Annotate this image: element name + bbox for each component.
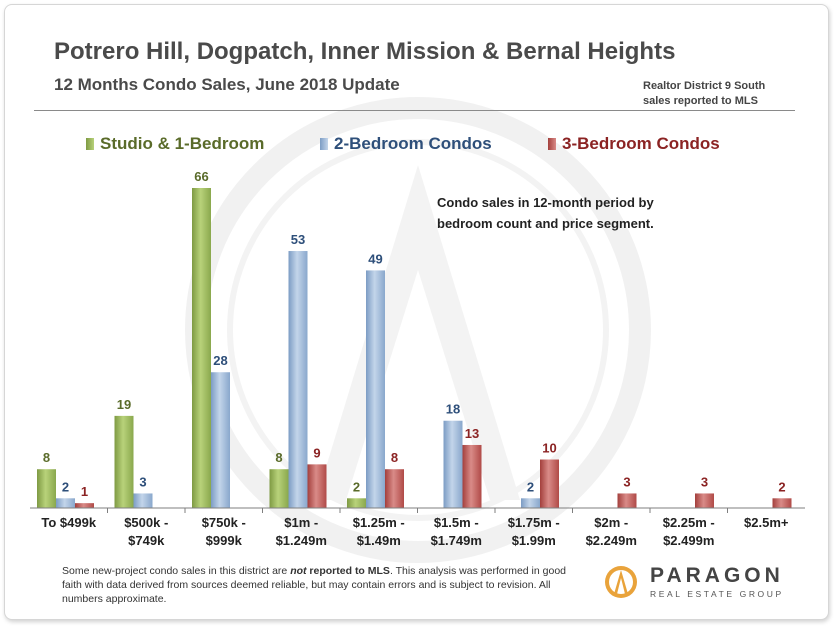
data-label-three-bed-0: 1 xyxy=(81,484,88,499)
bar-studio-2 xyxy=(192,188,211,508)
bar-three-bed-0 xyxy=(75,503,94,508)
bar-three-bed-5 xyxy=(462,444,482,508)
bar-two-bed-5 xyxy=(443,420,463,508)
bar-three-bed-4 xyxy=(385,469,404,508)
legend-label-studio: Studio & 1-Bedroom xyxy=(100,134,265,153)
data-label-three-bed-5: 13 xyxy=(465,426,479,441)
district-note: Realtor District 9 South sales reported … xyxy=(643,79,765,109)
bar-three-bed-6 xyxy=(540,459,559,508)
x-tick-label-1-1: $749k xyxy=(128,533,165,548)
data-label-studio-4: 2 xyxy=(353,479,360,494)
x-tick-label-2-1: $999k xyxy=(206,533,243,548)
legend-swatch-two-bed xyxy=(320,138,328,150)
data-label-studio-3: 8 xyxy=(275,450,282,465)
x-tick-label-9-0: $2.5m+ xyxy=(744,515,789,530)
header-divider xyxy=(34,110,795,111)
annotation-line-1: Condo sales in 12-month period by xyxy=(437,195,654,210)
x-tick-label-3-1: $1.249m xyxy=(276,533,327,548)
bar-three-bed-7 xyxy=(617,493,637,508)
data-label-studio-0: 8 xyxy=(43,450,50,465)
bar-two-bed-3 xyxy=(288,251,308,508)
legend-swatch-studio xyxy=(86,138,94,150)
bar-two-bed-0 xyxy=(56,498,75,508)
bar-two-bed-6 xyxy=(521,498,540,508)
data-label-three-bed-3: 9 xyxy=(313,445,320,460)
legend-label-two-bed: 2-Bedroom Condos xyxy=(334,134,492,153)
data-label-studio-1: 19 xyxy=(117,397,131,412)
footnote-part-2: reported to MLS xyxy=(306,565,390,577)
data-label-two-bed-2: 28 xyxy=(213,353,227,368)
x-tick-label-8-1: $2.499m xyxy=(663,533,714,548)
legend-swatch-three-bed xyxy=(548,138,556,150)
data-label-two-bed-5: 18 xyxy=(446,402,460,417)
bar-three-bed-9 xyxy=(772,498,792,508)
chart-annotation: Condo sales in 12-month period by bedroo… xyxy=(437,192,654,234)
chart-subtitle: 12 Months Condo Sales, June 2018 Update xyxy=(54,75,400,94)
district-line-2: sales reported to MLS xyxy=(643,95,758,107)
data-label-three-bed-8: 3 xyxy=(701,474,708,489)
x-tick-label-1-0: $500k - xyxy=(124,515,168,530)
x-tick-label-6-1: $1.99m xyxy=(512,533,556,548)
x-tick-label-0-0: To $499k xyxy=(41,515,96,530)
data-label-two-bed-4: 49 xyxy=(368,251,382,266)
data-label-two-bed-6: 2 xyxy=(527,479,534,494)
footnote-part-1: Some new-project condo sales in this dis… xyxy=(62,565,291,577)
bar-two-bed-1 xyxy=(133,493,153,508)
x-tick-label-5-1: $1.749m xyxy=(431,533,482,548)
logo-brand: PARAGON xyxy=(650,564,784,587)
bar-two-bed-2 xyxy=(211,372,230,508)
bar-three-bed-3 xyxy=(307,464,327,508)
logo-tagline: REAL ESTATE GROUP xyxy=(650,589,784,599)
annotation-line-2: bedroom count and price segment. xyxy=(437,216,654,231)
chart-title: Potrero Hill, Dogpatch, Inner Mission & … xyxy=(54,38,676,65)
x-tick-label-6-0: $1.75m - xyxy=(508,515,560,530)
bar-three-bed-8 xyxy=(695,493,714,508)
data-label-two-bed-3: 53 xyxy=(291,232,305,247)
legend-label-three-bed: 3-Bedroom Condos xyxy=(562,134,720,153)
x-tick-label-5-0: $1.5m - xyxy=(434,515,479,530)
legend-item-two-bed: 2-Bedroom Condos xyxy=(320,134,492,154)
paragon-logo: PARAGON REAL ESTATE GROUP xyxy=(604,565,784,599)
footnote-not: not xyxy=(290,565,307,577)
legend-item-studio: Studio & 1-Bedroom xyxy=(86,134,264,154)
data-label-two-bed-1: 3 xyxy=(139,474,146,489)
x-tick-label-3-0: $1m - xyxy=(284,515,318,530)
x-tick-label-7-1: $2.249m xyxy=(586,533,637,548)
data-label-two-bed-0: 2 xyxy=(62,479,69,494)
data-label-three-bed-7: 3 xyxy=(623,474,630,489)
data-label-studio-2: 66 xyxy=(194,169,208,184)
bar-two-bed-4 xyxy=(366,270,385,508)
district-line-1: Realtor District 9 South xyxy=(643,80,766,92)
x-tick-label-2-0: $750k - xyxy=(202,515,246,530)
footnote-part-3: . This analysis was performed in good fa… xyxy=(62,565,566,605)
paragon-logo-icon xyxy=(605,566,637,598)
x-tick-label-4-0: $1.25m - xyxy=(353,515,405,530)
data-label-three-bed-6: 10 xyxy=(542,441,556,456)
bar-studio-1 xyxy=(114,415,134,508)
bar-studio-3 xyxy=(269,469,289,508)
data-label-three-bed-4: 8 xyxy=(391,450,398,465)
footnote: Some new-project condo sales in this dis… xyxy=(62,564,572,606)
x-tick-label-7-0: $2m - xyxy=(594,515,628,530)
bar-studio-4 xyxy=(347,498,366,508)
data-label-three-bed-9: 2 xyxy=(778,479,785,494)
bar-studio-0 xyxy=(37,469,56,508)
legend-item-three-bed: 3-Bedroom Condos xyxy=(548,134,720,154)
x-tick-label-8-0: $2.25m - xyxy=(663,515,715,530)
x-tick-label-4-1: $1.49m xyxy=(357,533,401,548)
